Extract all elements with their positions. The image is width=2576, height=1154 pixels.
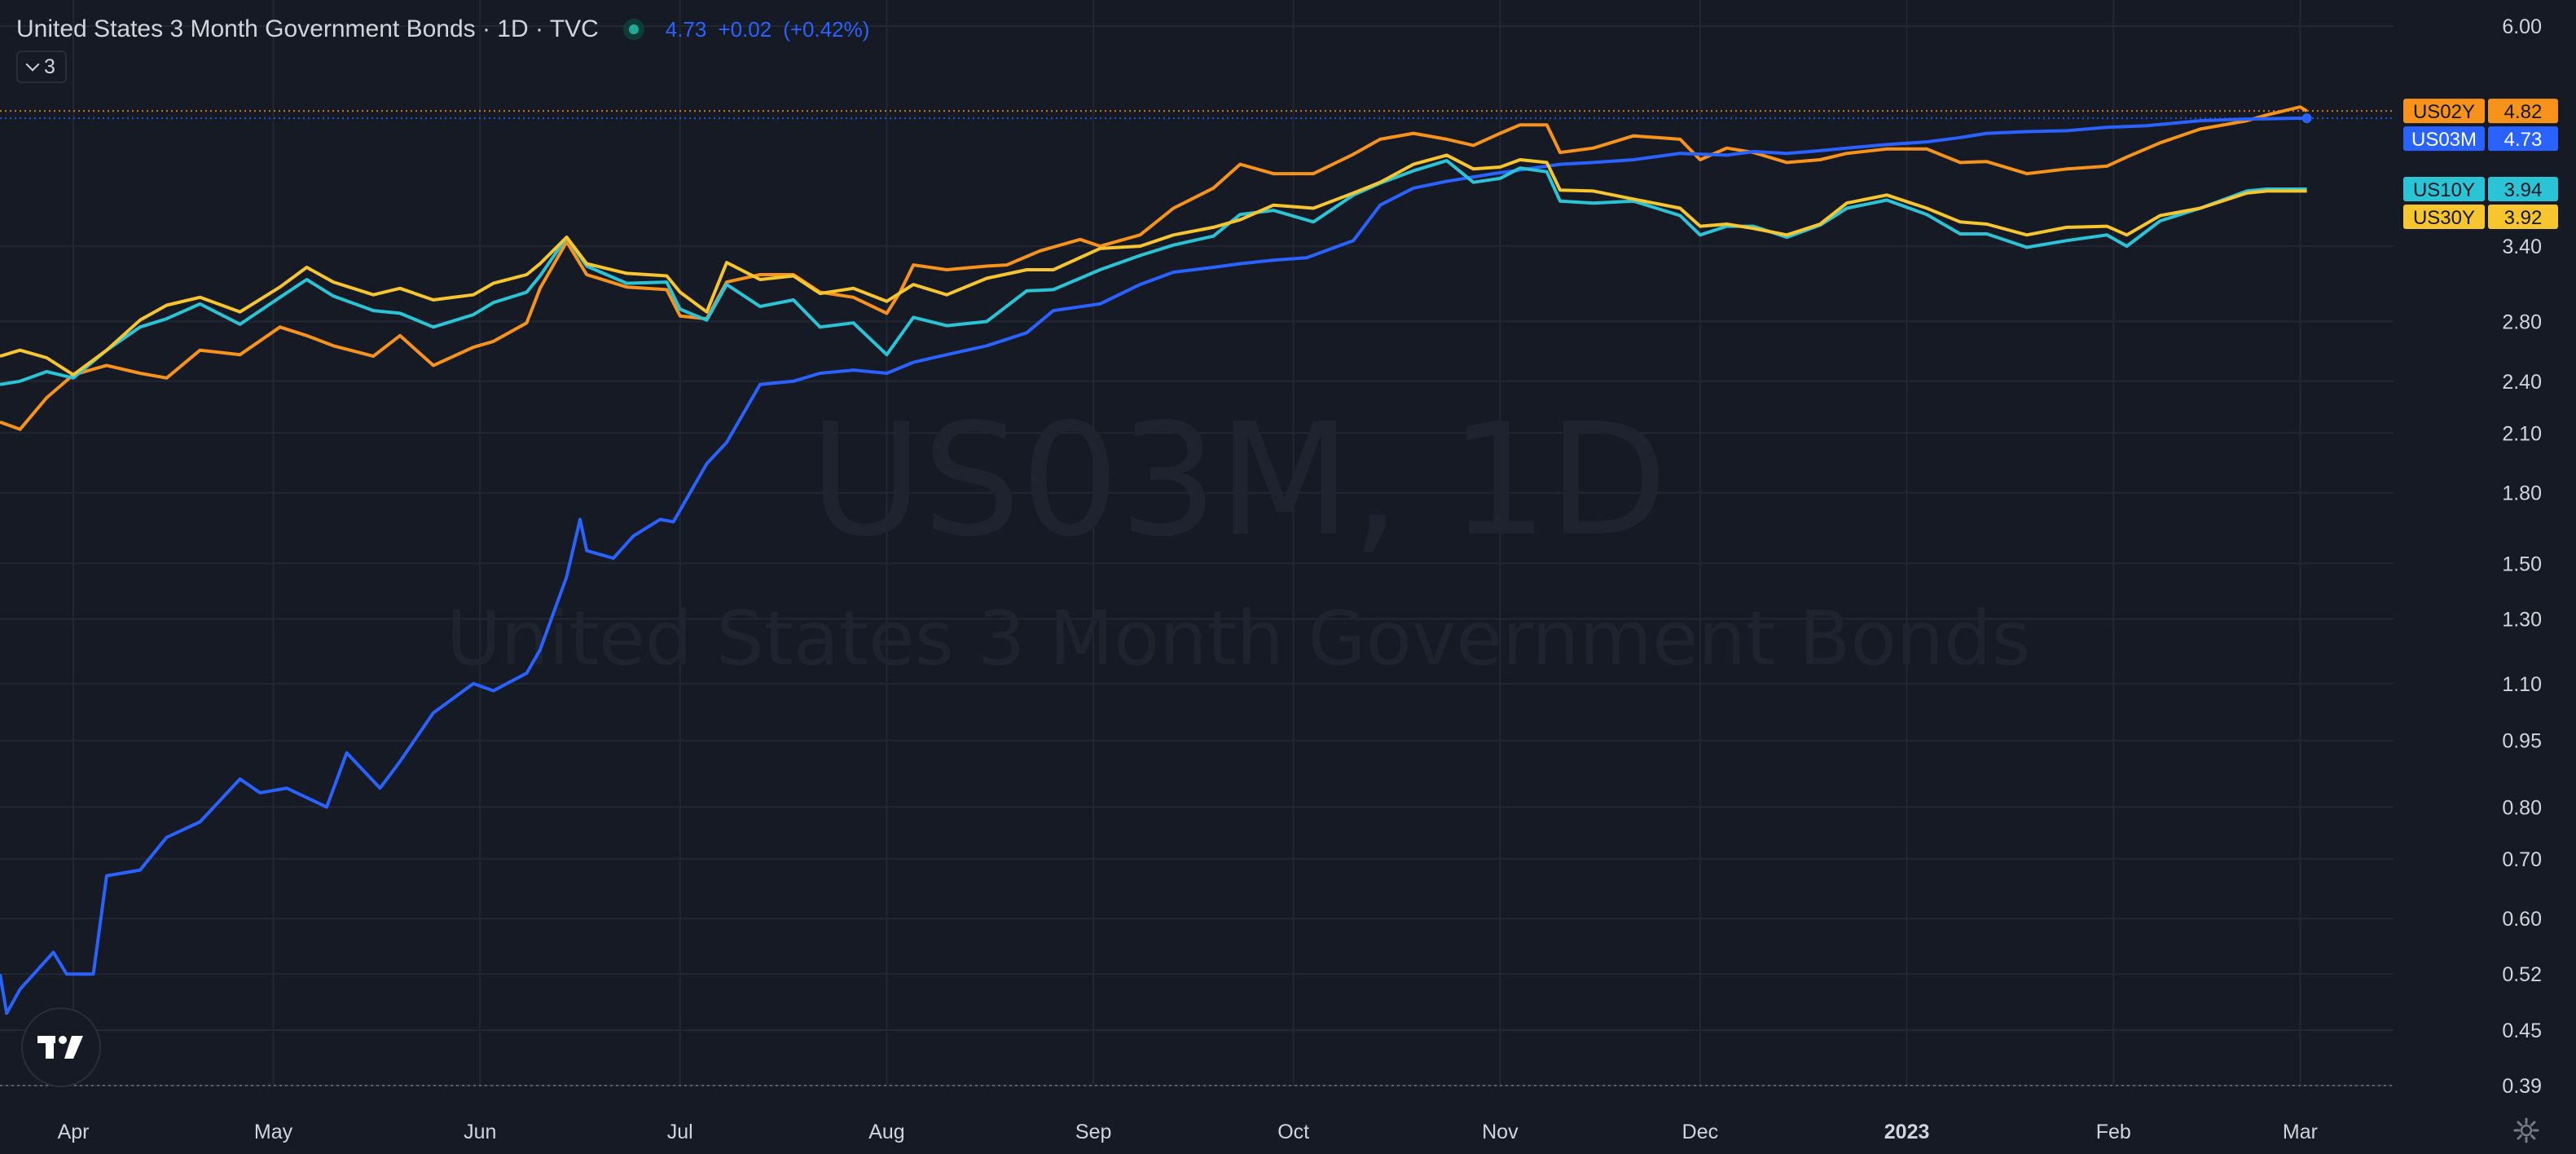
series-line-us02y[interactable]: [0, 105, 2308, 431]
tradingview-logo-icon[interactable]: [21, 1007, 101, 1087]
x-tick-label: Oct: [1277, 1121, 1309, 1143]
symbol-title[interactable]: United States 3 Month Government Bonds ·…: [16, 15, 599, 42]
x-tick-label: Jun: [464, 1121, 496, 1143]
y-tick-label: 1.10: [2502, 673, 2542, 696]
y-tick-label: 0.70: [2502, 848, 2542, 871]
last-point-marker: [2301, 113, 2312, 124]
axis-value-text: 3.92: [2504, 207, 2543, 229]
y-tick-label: 2.40: [2502, 371, 2542, 394]
y-tick-label: 0.95: [2502, 730, 2542, 753]
axis-label-us03m[interactable]: US03M 4.73: [2403, 126, 2558, 152]
axis-name-text: US02Y: [2413, 101, 2475, 123]
axis-value-text: 3.94: [2504, 179, 2543, 201]
x-tick-label: 2023: [1884, 1121, 1930, 1143]
axis-value-text: 4.82: [2504, 101, 2543, 123]
axis-name-tag: [2403, 177, 2485, 202]
gear-icon[interactable]: [2512, 1117, 2540, 1144]
y-tick-label: 1.30: [2502, 608, 2542, 631]
x-tick-label: Nov: [1482, 1121, 1519, 1143]
axis-name-text: US30Y: [2413, 207, 2475, 229]
chevron-down-icon: [25, 57, 40, 72]
y-tick-label: 0.39: [2502, 1075, 2542, 1098]
quote-values: 4.73 +0.02 (+0.42%): [666, 17, 881, 42]
x-tick-label: Feb: [2096, 1121, 2131, 1143]
axis-label-us10y[interactable]: US10Y 3.94: [2403, 177, 2558, 202]
indicators-toggle-button[interactable]: 3: [16, 51, 67, 83]
y-tick-label: 2.10: [2502, 422, 2542, 445]
watermark: US03M, 1D United States 3 Month Governme…: [446, 390, 2031, 682]
axis-label-us02y[interactable]: US02Y 4.82: [2403, 99, 2558, 123]
x-tick-label: Dec: [1682, 1121, 1718, 1143]
x-tick-label: Aug: [868, 1121, 904, 1143]
axis-value-tag: [2488, 177, 2558, 202]
axis-value-tag: [2488, 126, 2558, 152]
price-change: +0.02: [718, 16, 772, 42]
y-tick-label: 0.60: [2502, 908, 2542, 931]
axis-name-tag: [2403, 205, 2485, 230]
y-tick-label: 6.00: [2502, 15, 2542, 38]
y-tick-label: 3.40: [2502, 236, 2542, 258]
grid: [0, 0, 2394, 1086]
x-tick-label: May: [254, 1121, 293, 1143]
y-tick-label: 1.80: [2502, 482, 2542, 505]
y-tick-label: 0.45: [2502, 1020, 2542, 1042]
x-tick-label: Jul: [667, 1121, 693, 1143]
watermark-name: United States 3 Month Government Bonds: [446, 595, 2031, 682]
axis-name-text: US10Y: [2413, 179, 2475, 201]
x-tick-label: Sep: [1075, 1121, 1111, 1143]
axis-name-tag: [2403, 126, 2485, 152]
axis-value-tag: [2488, 99, 2558, 124]
x-tick-label: Apr: [58, 1121, 90, 1143]
axis-label-us30y[interactable]: US30Y 3.92: [2403, 205, 2558, 230]
y-tick-label: 2.80: [2502, 311, 2542, 333]
axis-name-tag: [2403, 99, 2485, 124]
y-tick-label: 0.52: [2502, 963, 2542, 986]
watermark-symbol: US03M, 1D: [809, 390, 1667, 570]
series-line-us10y[interactable]: [0, 159, 2307, 386]
x-tick-label: Mar: [2283, 1121, 2318, 1143]
axis-name-text: US03M: [2411, 129, 2477, 151]
y-tick-label: 0.80: [2502, 796, 2542, 819]
series-line-us03m[interactable]: [0, 117, 2307, 1015]
axis-value-text: 4.73: [2504, 129, 2543, 151]
last-price: 4.73: [665, 16, 707, 42]
axis-value-tag: [2488, 205, 2558, 230]
series-line-us30y[interactable]: [0, 153, 2307, 377]
price-change-pct: (+0.42%): [783, 16, 870, 42]
axes: 6.00 3.40 2.80 2.40 2.10 1.80 1.50 1.30 1.10 0.95…: [58, 15, 2558, 1143]
market-status-icon[interactable]: [622, 19, 644, 40]
chart-header: United States 3 Month Government Bonds ·…: [16, 11, 881, 47]
y-tick-label: 1.50: [2502, 553, 2542, 575]
series-lines: [0, 105, 2394, 1015]
indicators-count: 3: [44, 55, 55, 78]
